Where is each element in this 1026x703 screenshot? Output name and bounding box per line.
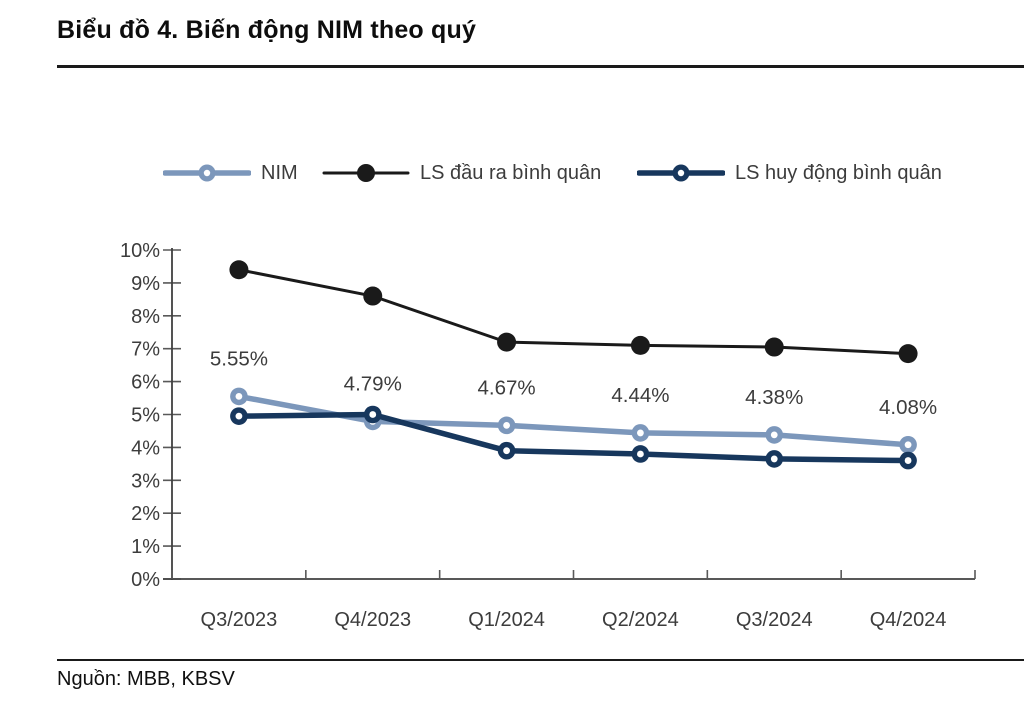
data-point: [764, 337, 784, 357]
series-line-2: [236, 411, 911, 464]
legend-item-ls-huy-dong: LS huy động bình quân: [637, 154, 942, 192]
data-point-hole: [770, 455, 778, 463]
x-axis-label: Q3/2024: [736, 609, 813, 631]
y-axis-label: 2%: [131, 503, 160, 525]
data-point: [630, 335, 650, 355]
page-title: Biểu đồ 4. Biến động NIM theo quý: [57, 16, 477, 44]
y-axis-label: 3%: [131, 470, 160, 492]
y-axis-label: 4%: [131, 437, 160, 459]
legend-label-nim: NIM: [261, 161, 298, 184]
source-note: Nguồn: MBB, KBSV: [57, 668, 235, 690]
y-axis-label: 5%: [131, 405, 160, 427]
data-point-hole: [637, 429, 644, 437]
y-axis-label: 10%: [120, 240, 160, 262]
data-label: 5.55%: [210, 347, 268, 370]
series-line-0: [236, 393, 911, 448]
legend-label-ls-huy-dong: LS huy động bình quân: [735, 161, 942, 184]
data-point-hole: [235, 412, 243, 420]
data-point: [363, 286, 383, 306]
data-point-hole: [503, 421, 510, 429]
legend-item-ls-dau-ra: LS đầu ra bình quân: [322, 154, 601, 192]
x-axis-label: Q2/2024: [602, 609, 679, 631]
data-point: [497, 332, 517, 352]
title-divider: [57, 65, 1024, 68]
y-axis-label: 9%: [131, 273, 160, 295]
y-axis-label: 8%: [131, 306, 160, 328]
data-point: [898, 344, 918, 364]
data-label: 4.08%: [879, 396, 937, 419]
chart-legend: NIM LS đầu ra bình quân LS huy động bình…: [0, 154, 1026, 192]
data-label: 4.38%: [745, 386, 803, 409]
data-point-hole: [503, 447, 510, 455]
y-axis-label: 1%: [131, 536, 160, 558]
data-label: 4.79%: [344, 372, 402, 395]
data-point-hole: [235, 393, 243, 400]
data-label: 4.44%: [611, 384, 669, 407]
y-axis-label: 0%: [131, 569, 160, 591]
x-axis-label: Q4/2024: [870, 609, 947, 631]
y-axis-label: 7%: [131, 339, 160, 361]
ls-huy-dong-line-marker-icon: [637, 164, 725, 182]
data-point-hole: [637, 450, 644, 458]
series-line-1: [237, 268, 910, 356]
x-axis-label: Q1/2024: [468, 609, 545, 631]
data-point-hole: [904, 457, 912, 464]
data-point-hole: [369, 411, 377, 418]
footer-divider: [57, 659, 1024, 661]
y-axis-label: 6%: [131, 372, 160, 394]
data-point-hole: [770, 431, 778, 439]
x-axis-label: Q3/2023: [201, 609, 278, 631]
ls-dau-ra-line-marker-icon: [322, 164, 410, 182]
data-point-hole: [904, 441, 912, 449]
legend-label-ls-dau-ra: LS đầu ra bình quân: [420, 161, 602, 184]
x-axis-label: Q4/2023: [334, 609, 411, 631]
nim-line-marker-icon: [163, 164, 251, 182]
data-point: [229, 260, 249, 280]
legend-item-nim: NIM: [163, 154, 298, 192]
data-label: 4.67%: [478, 376, 536, 399]
